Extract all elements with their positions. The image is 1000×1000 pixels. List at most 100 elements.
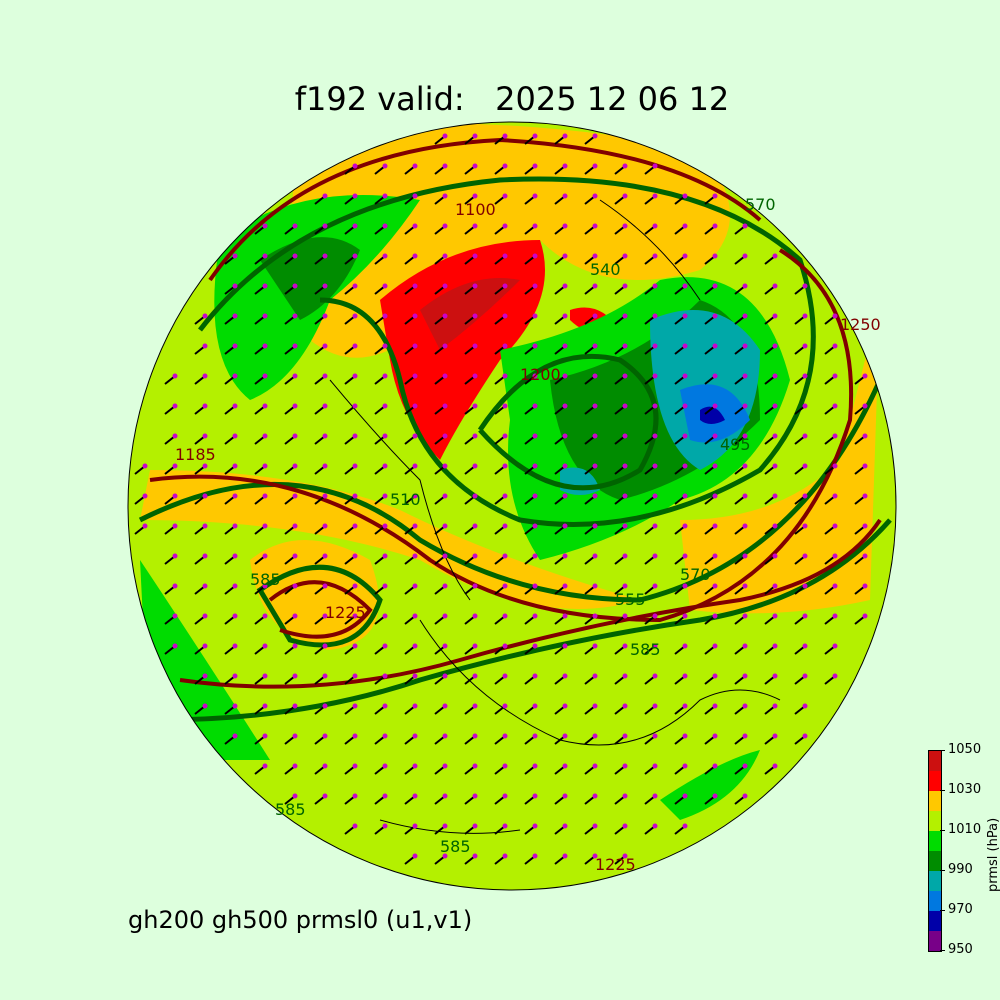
wind-point (562, 223, 568, 229)
wind-point (712, 343, 718, 349)
wind-point (592, 403, 598, 409)
wind-point (562, 673, 568, 679)
wind-point (622, 793, 628, 799)
wind-point (562, 553, 568, 559)
wind-point (592, 823, 598, 829)
wind-point (202, 493, 208, 499)
wind-point (622, 193, 628, 199)
wind-point (472, 433, 478, 439)
wind-point (592, 673, 598, 679)
wind-point (832, 523, 838, 529)
wind-point (472, 523, 478, 529)
wind-point (802, 283, 808, 289)
wind-point (472, 403, 478, 409)
wind-point (622, 283, 628, 289)
pressure-fill-1000 (660, 750, 760, 820)
wind-point (382, 613, 388, 619)
wind-point (472, 613, 478, 619)
wind-point (772, 463, 778, 469)
wind-point (832, 493, 838, 499)
wind-point (292, 673, 298, 679)
wind-point (502, 673, 508, 679)
wind-point (532, 343, 538, 349)
wind-point (412, 403, 418, 409)
wind-point (682, 223, 688, 229)
wind-point (352, 283, 358, 289)
wind-point (292, 553, 298, 559)
wind-point (382, 793, 388, 799)
wind-point (232, 523, 238, 529)
wind-point (802, 463, 808, 469)
wind-point (712, 703, 718, 709)
wind-point (682, 553, 688, 559)
wind-point (712, 253, 718, 259)
wind-point (742, 673, 748, 679)
wind-point (442, 433, 448, 439)
wind-point (202, 673, 208, 679)
wind-point (682, 733, 688, 739)
wind-point (712, 493, 718, 499)
wind-point (592, 163, 598, 169)
wind-point (742, 703, 748, 709)
wind-point (382, 283, 388, 289)
wind-point (622, 523, 628, 529)
wind-point (472, 463, 478, 469)
wind-point (322, 223, 328, 229)
wind-point (262, 313, 268, 319)
wind-point (502, 223, 508, 229)
wind-point (472, 373, 478, 379)
wind-point (592, 733, 598, 739)
wind-point (802, 433, 808, 439)
wind-point (442, 493, 448, 499)
wind-point (562, 583, 568, 589)
wind-point (592, 133, 598, 139)
wind-point (532, 493, 538, 499)
wind-point (472, 253, 478, 259)
wind-point (322, 613, 328, 619)
wind-point (772, 343, 778, 349)
wind-point (352, 253, 358, 259)
wind-point (742, 373, 748, 379)
wind-point (652, 523, 658, 529)
wind-point (712, 223, 718, 229)
wind-point (412, 223, 418, 229)
wind-point (322, 703, 328, 709)
wind-point (712, 583, 718, 589)
map-subtitle: gh200 gh500 prmsl0 (u1,v1) (128, 906, 473, 934)
wind-point (502, 373, 508, 379)
wind-point (352, 463, 358, 469)
wind-point (652, 673, 658, 679)
colorbar-tick: 970 (940, 902, 973, 917)
wind-point (292, 433, 298, 439)
wind-point (322, 253, 328, 259)
wind-point (472, 733, 478, 739)
wind-point (592, 283, 598, 289)
wind-point (622, 433, 628, 439)
wind-point (772, 253, 778, 259)
wind-point (472, 313, 478, 319)
wind-point (772, 313, 778, 319)
wind-point (292, 703, 298, 709)
wind-point (592, 643, 598, 649)
wind-point (592, 433, 598, 439)
wind-point (532, 553, 538, 559)
pressure-fill-1040 (420, 278, 520, 350)
wind-point (472, 133, 478, 139)
wind-point (262, 343, 268, 349)
wind-point (532, 463, 538, 469)
wind-point (382, 733, 388, 739)
colorbar-tick: 1030 (939, 782, 982, 797)
wind-point (712, 763, 718, 769)
wind-point (292, 343, 298, 349)
wind-point (322, 403, 328, 409)
wind-point (562, 613, 568, 619)
wind-point (592, 193, 598, 199)
wind-point (352, 733, 358, 739)
wind-point (562, 133, 568, 139)
wind-point (412, 253, 418, 259)
wind-point (862, 523, 868, 529)
wind-point (262, 523, 268, 529)
wind-point (202, 433, 208, 439)
wind-point (232, 253, 238, 259)
wind-point (592, 343, 598, 349)
